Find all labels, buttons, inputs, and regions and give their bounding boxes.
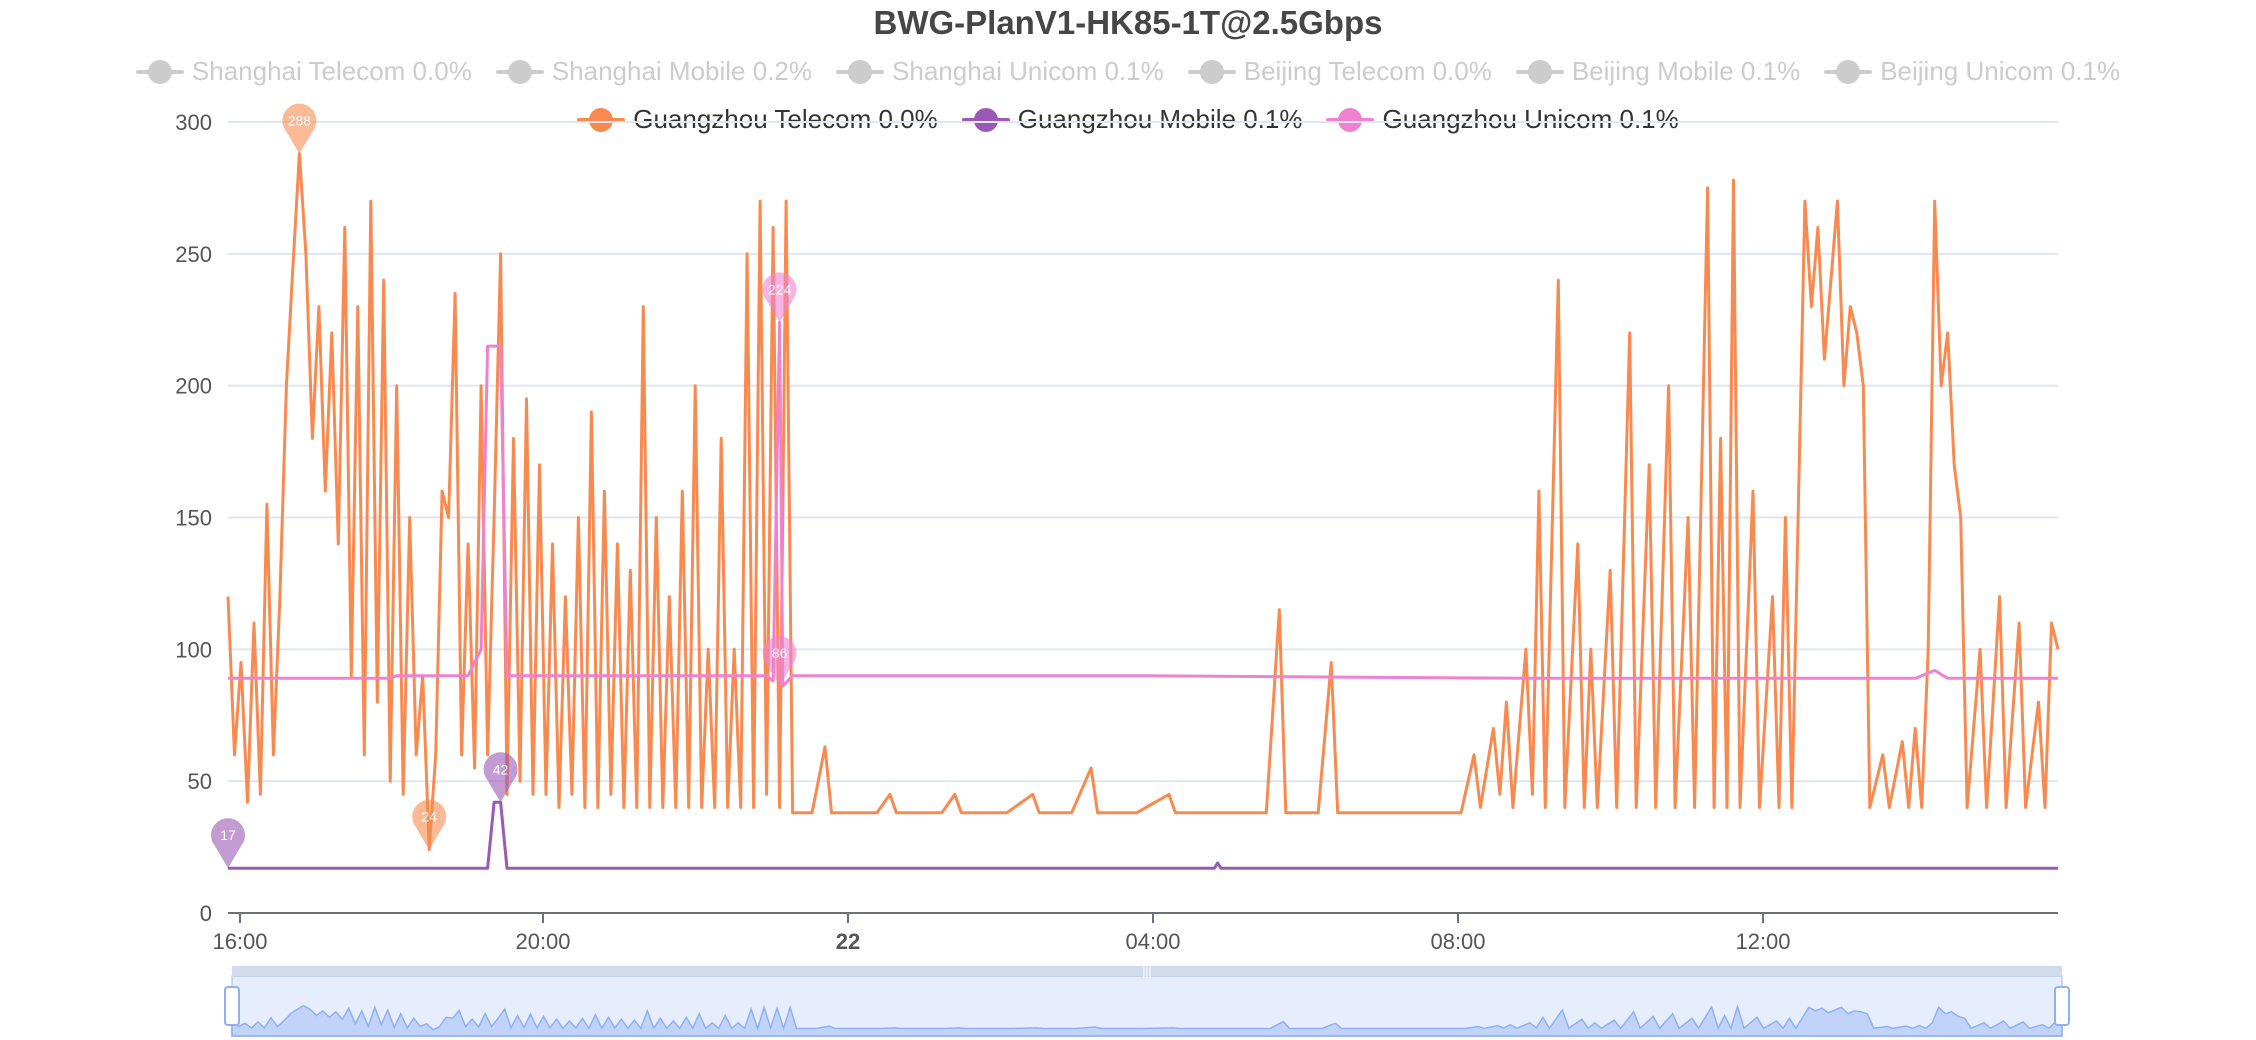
legend-marker-icon <box>836 59 885 85</box>
legend-item-shanghai-mobile-0-2[interactable]: Shanghai Mobile 0.2% <box>495 56 813 87</box>
marker-pin-guangzhou-unicom-0-1: 86 <box>762 636 797 687</box>
y-tick-label: 200 <box>175 374 212 399</box>
marker-pin-label: 17 <box>220 827 236 843</box>
zoom-slider-grip-icon[interactable]: ||| <box>1142 964 1151 978</box>
y-tick-label: 50 <box>188 769 212 794</box>
legend-label: Guangzhou Mobile 0.1% <box>1017 104 1303 134</box>
marker-pin-label: 24 <box>421 809 437 825</box>
zoom-slider-right-handle[interactable] <box>2054 986 2070 1026</box>
chart-title: BWG-PlanV1-HK85-1T@2.5Gbps <box>873 4 1383 41</box>
marker-pin-label: 86 <box>772 645 788 661</box>
x-tick-label: 16:00 <box>212 929 267 954</box>
zoom-slider-left-handle[interactable] <box>224 986 240 1026</box>
marker-pin-label: 288 <box>288 113 312 129</box>
legend-item-shanghai-telecom-0-0[interactable]: Shanghai Telecom 0.0% <box>135 56 472 87</box>
marker-pin-label: 42 <box>493 761 509 777</box>
marker-pin-guangzhou-telecom-0-0: 24 <box>412 799 447 850</box>
x-tick-label: 08:00 <box>1430 929 1485 954</box>
legend-label: Beijing Mobile 0.1% <box>1571 56 1801 86</box>
legend-marker-icon <box>577 107 626 133</box>
legend-item-guangzhou-telecom-0-0[interactable]: Guangzhou Telecom 0.0% <box>577 104 938 135</box>
zoom-slider[interactable]: ||| <box>224 964 2070 1037</box>
y-tick-label: 150 <box>175 506 212 531</box>
y-tick-label: 250 <box>175 242 212 267</box>
legend-item-beijing-mobile-0-1[interactable]: Beijing Mobile 0.1% <box>1515 56 1801 87</box>
legend-marker-icon <box>1326 107 1375 133</box>
legend-marker-icon <box>495 59 544 85</box>
legend-marker-icon <box>1515 59 1564 85</box>
legend-item-guangzhou-mobile-0-1[interactable]: Guangzhou Mobile 0.1% <box>961 104 1303 135</box>
x-tick-label: 22 <box>836 929 860 954</box>
extreme-markers: 288 24 42 17 224 86 <box>211 103 797 869</box>
marker-pin-guangzhou-mobile-0-1: 17 <box>211 818 245 869</box>
legend-label: Beijing Telecom 0.0% <box>1243 56 1492 86</box>
legend-label: Shanghai Unicom 0.1% <box>892 56 1164 86</box>
series-line-guangzhou-mobile-0-1 <box>228 800 2058 870</box>
y-tick-label: 100 <box>175 637 212 662</box>
marker-pin-guangzhou-mobile-0-1: 42 <box>483 752 518 803</box>
zoom-slider-preview <box>231 1003 2063 1037</box>
legend-item-beijing-telecom-0-0[interactable]: Beijing Telecom 0.0% <box>1187 56 1492 87</box>
marker-pin-label: 224 <box>768 281 792 297</box>
legend-label: Guangzhou Unicom 0.1% <box>1382 104 1679 134</box>
marker-pin-guangzhou-telecom-0-0: 288 <box>282 103 317 154</box>
legend-label: Shanghai Mobile 0.2% <box>551 56 813 86</box>
y-tick-label: 300 <box>175 110 212 135</box>
legend-row-inactive: Shanghai Telecom 0.0% Shanghai Mobile 0.2… <box>0 56 2256 87</box>
legend-label: Shanghai Telecom 0.0% <box>191 56 472 86</box>
legend-marker-icon <box>135 59 184 85</box>
legend-item-shanghai-unicom-0-1[interactable]: Shanghai Unicom 0.1% <box>836 56 1164 87</box>
zoom-slider-move-bar[interactable] <box>232 966 2062 976</box>
legend-label: Guangzhou Telecom 0.0% <box>633 104 938 134</box>
x-tick-label: 04:00 <box>1125 929 1180 954</box>
legend-marker-icon <box>1824 59 1873 85</box>
axes: 0 50 100 150 200 250 300 16:00 20:00 22 04:00 08:00… <box>175 110 2058 954</box>
legend-row-active: Guangzhou Telecom 0.0% Guangzhou Mobile 0… <box>0 104 2256 135</box>
x-tick-label: 12:00 <box>1735 929 1790 954</box>
legend-item-beijing-unicom-0-1[interactable]: Beijing Unicom 0.1% <box>1824 56 2120 87</box>
legend-label: Beijing Unicom 0.1% <box>1880 56 2121 86</box>
y-tick-label: 0 <box>200 901 212 926</box>
series-line-guangzhou-unicom-0-1 <box>228 320 2058 688</box>
marker-pin-guangzhou-unicom-0-1: 224 <box>762 272 797 323</box>
x-tick-label: 20:00 <box>515 929 570 954</box>
legend-item-guangzhou-unicom-0-1[interactable]: Guangzhou Unicom 0.1% <box>1326 104 1679 135</box>
legend-marker-icon <box>961 107 1010 133</box>
legend-marker-icon <box>1187 59 1236 85</box>
